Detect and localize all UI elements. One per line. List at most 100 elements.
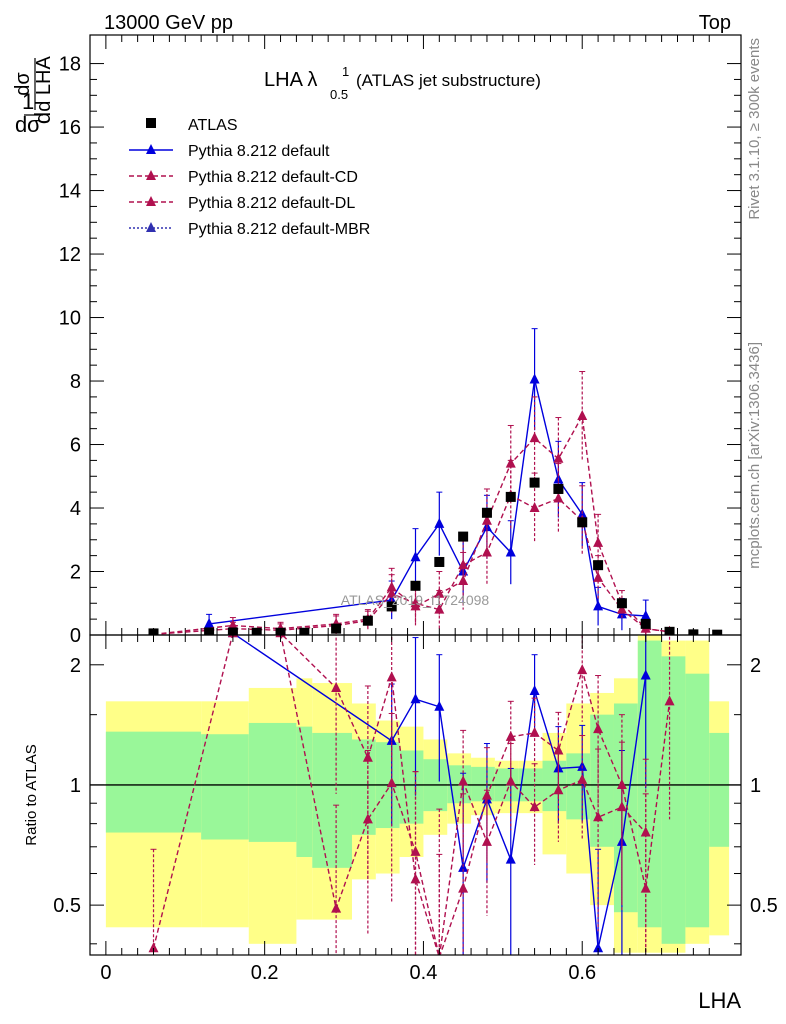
main-mc-3-marker (616, 603, 627, 614)
legend-marker (146, 144, 156, 154)
legend-atlas-marker (146, 118, 156, 128)
legend-label: Pythia 8.212 default (188, 143, 330, 160)
ratio-mc-3-marker (458, 775, 469, 786)
atlas-data-point (331, 623, 342, 634)
ratio-mc-3-marker (505, 775, 516, 786)
ratio-mc-1-marker (505, 853, 516, 864)
ratio-mc-3-marker (386, 777, 397, 788)
band-inner (312, 732, 352, 868)
ratio-mc-2-marker (664, 695, 675, 706)
x-tick-label: 0.6 (568, 962, 596, 984)
x-tick-label: 0.4 (410, 962, 438, 984)
atlas-data-point (362, 615, 373, 626)
ratio-mc-3-marker (481, 835, 492, 846)
plot-title-subscript: 0.5 (330, 87, 348, 102)
atlas-data-series (148, 477, 723, 635)
main-mc-3-marker (386, 587, 397, 598)
ratio-mc-3-line (280, 635, 647, 955)
atlas-data-point (577, 517, 588, 528)
svg-text:dσ: dσ (12, 72, 34, 96)
ratio-mc-2-marker (593, 723, 604, 734)
atlas-data-point (664, 626, 675, 635)
atlas-data-point (481, 507, 492, 518)
ratio-mc-2-marker (386, 671, 397, 682)
band-inner (105, 731, 202, 833)
main-y-tick-label: 18 (59, 54, 81, 76)
main-y-tick-label: 10 (59, 308, 81, 330)
band-inner (296, 726, 313, 857)
legend-label: Pythia 8.212 default-MBR (188, 221, 370, 238)
ratio-mc-1-marker (529, 684, 540, 695)
ratio-plot-area: 0.5 0.5 1 1 2 2 0 0.2 0.4 0.6 (53, 634, 778, 984)
ratio-y-tick-label-right: 0.5 (750, 895, 778, 917)
band-inner (399, 750, 424, 824)
x-tick-label: 0.2 (251, 962, 279, 984)
ratio-mc-3-marker (362, 813, 373, 824)
main-mc-1-marker (410, 551, 421, 562)
legend-label: Pythia 8.212 default-DL (188, 195, 355, 212)
main-mc-3-marker (458, 559, 469, 570)
main-y-tick-label: 4 (70, 498, 81, 520)
band-inner (637, 640, 662, 928)
band-inner (661, 656, 686, 944)
legend-marker (146, 196, 156, 206)
ratio-mc-2-marker (148, 942, 159, 953)
atlas-data-point (458, 531, 469, 542)
ratio-mc-1-marker (593, 942, 604, 953)
main-mc-3-marker (529, 502, 540, 513)
ratio-mc-2-series (148, 635, 675, 955)
main-y-tick-label: 14 (59, 181, 81, 203)
main-mc-1-marker (529, 373, 540, 384)
main-mc-3-marker (434, 603, 445, 614)
band-inner (542, 760, 567, 812)
svg-text:σ: σ (27, 112, 41, 137)
atlas-data-point (410, 580, 421, 591)
atlas-data-point (251, 627, 262, 635)
atlas-data-point (640, 618, 651, 629)
main-mc-1-marker (204, 617, 215, 628)
atlas-data-point (299, 627, 310, 635)
ratio-mc-2-marker (331, 681, 342, 692)
main-mc-2-marker (577, 409, 588, 420)
atlas-data-point (505, 491, 516, 502)
atlas-data-point (688, 629, 699, 635)
main-y-tick-label: 6 (70, 435, 81, 457)
main-y-tick-label: 0 (70, 625, 81, 647)
ratio-y-tick-label: 0.5 (53, 895, 81, 917)
main-y-tick-label: 12 (59, 244, 81, 266)
atlas-data-point (712, 629, 723, 635)
plot-title-main: LHA λ (264, 69, 317, 91)
ratio-frame (89, 634, 742, 956)
ratio-mc-3-marker (577, 773, 588, 784)
main-y-tick-label: 8 (70, 371, 81, 393)
main-mc-2-marker (529, 432, 540, 443)
main-mc-2-line (153, 413, 670, 635)
legend-marker (146, 222, 156, 232)
legend-marker (146, 170, 156, 180)
svg-text:d LHA: d LHA (33, 56, 55, 112)
main-mc-3-marker (553, 492, 564, 503)
ratio-mc-3-marker (553, 784, 564, 795)
ratio-y-axis-label: Ratio to ATLAS (23, 744, 40, 845)
ratio-mc-3-marker (529, 801, 540, 812)
rivet-info-text: Rivet 3.1.10, ≥ 300k events (746, 38, 763, 220)
band-inner (201, 734, 249, 840)
main-mc-3-series (150, 459, 675, 635)
atlas-data-point (148, 628, 159, 635)
main-mc-3-marker (410, 597, 421, 608)
main-mc-1-marker (640, 609, 651, 620)
uncertainty-bands (105, 635, 730, 953)
atlas-data-point (227, 627, 238, 635)
legend-label: ATLAS (188, 117, 238, 134)
ratio-mc-2-marker (640, 882, 651, 893)
band-inner (248, 722, 297, 842)
main-mc-3-marker (593, 571, 604, 582)
ratio-mc-2-marker (577, 664, 588, 675)
legend-label: Pythia 8.212 default-CD (188, 169, 358, 186)
ratio-mc-2-line (152, 635, 671, 955)
band-inner (351, 739, 376, 835)
band-inner (613, 703, 638, 913)
main-mc-2-marker (553, 452, 564, 463)
main-y-tick-label: 2 (70, 562, 81, 584)
